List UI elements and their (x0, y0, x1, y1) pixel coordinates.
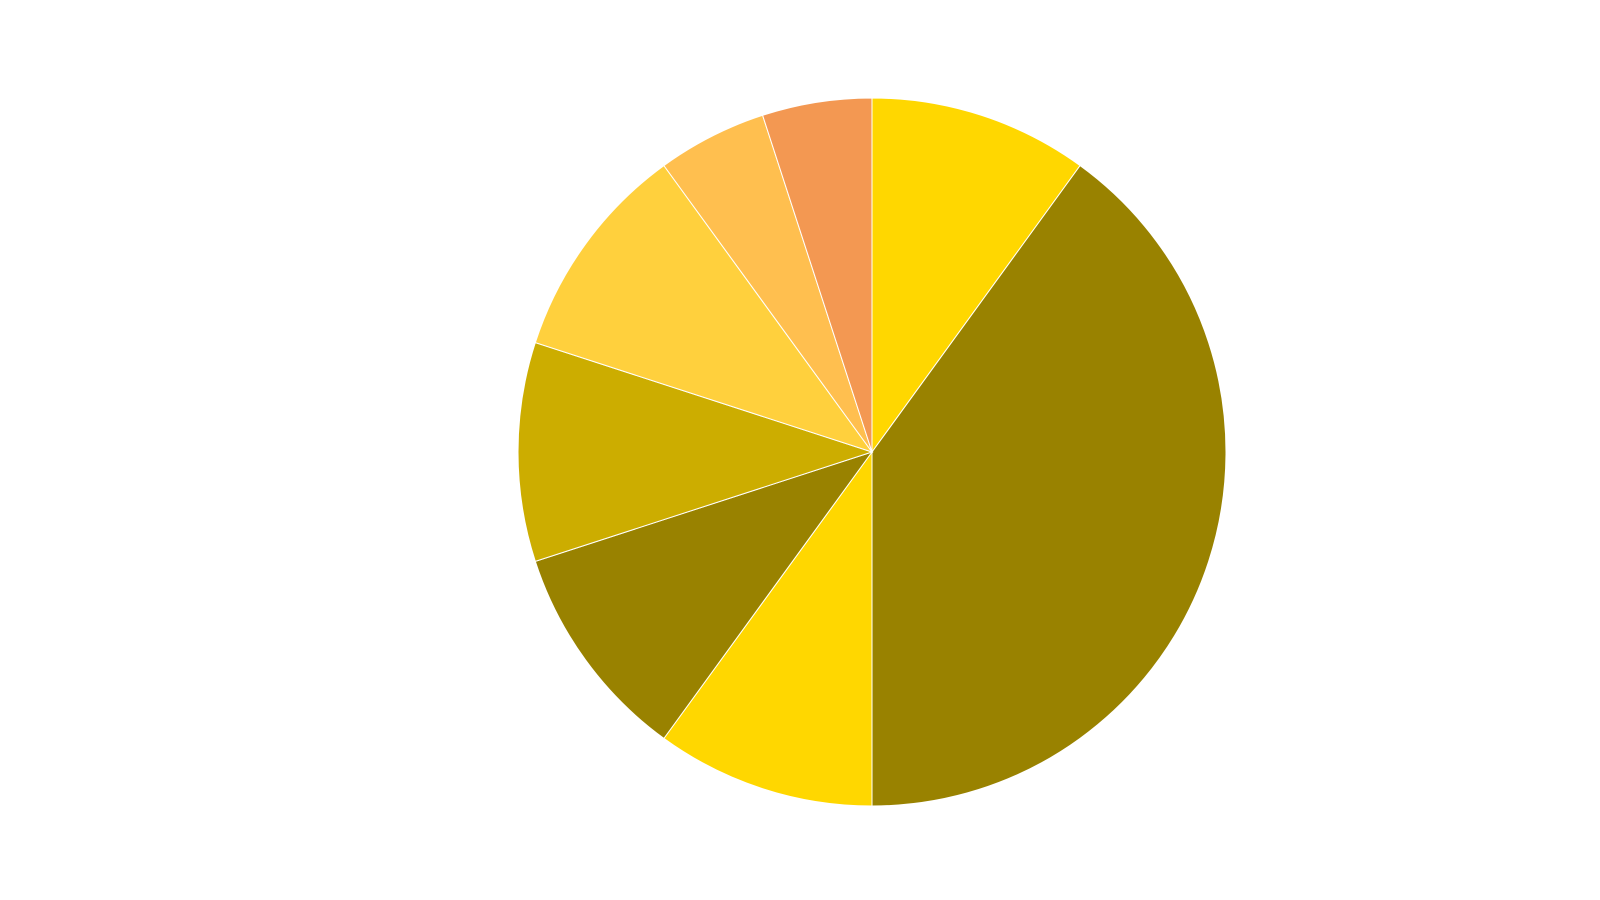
pie-slices (517, 97, 1227, 807)
pie-slice-3 (663, 450, 873, 807)
pie-slice-5 (517, 341, 874, 563)
pie-slice-2 (871, 164, 1227, 807)
pie-slice-6 (534, 164, 874, 453)
pie-slice-4 (534, 451, 874, 740)
pie-slice-8 (761, 97, 873, 453)
pie-slice-1 (871, 97, 1081, 454)
